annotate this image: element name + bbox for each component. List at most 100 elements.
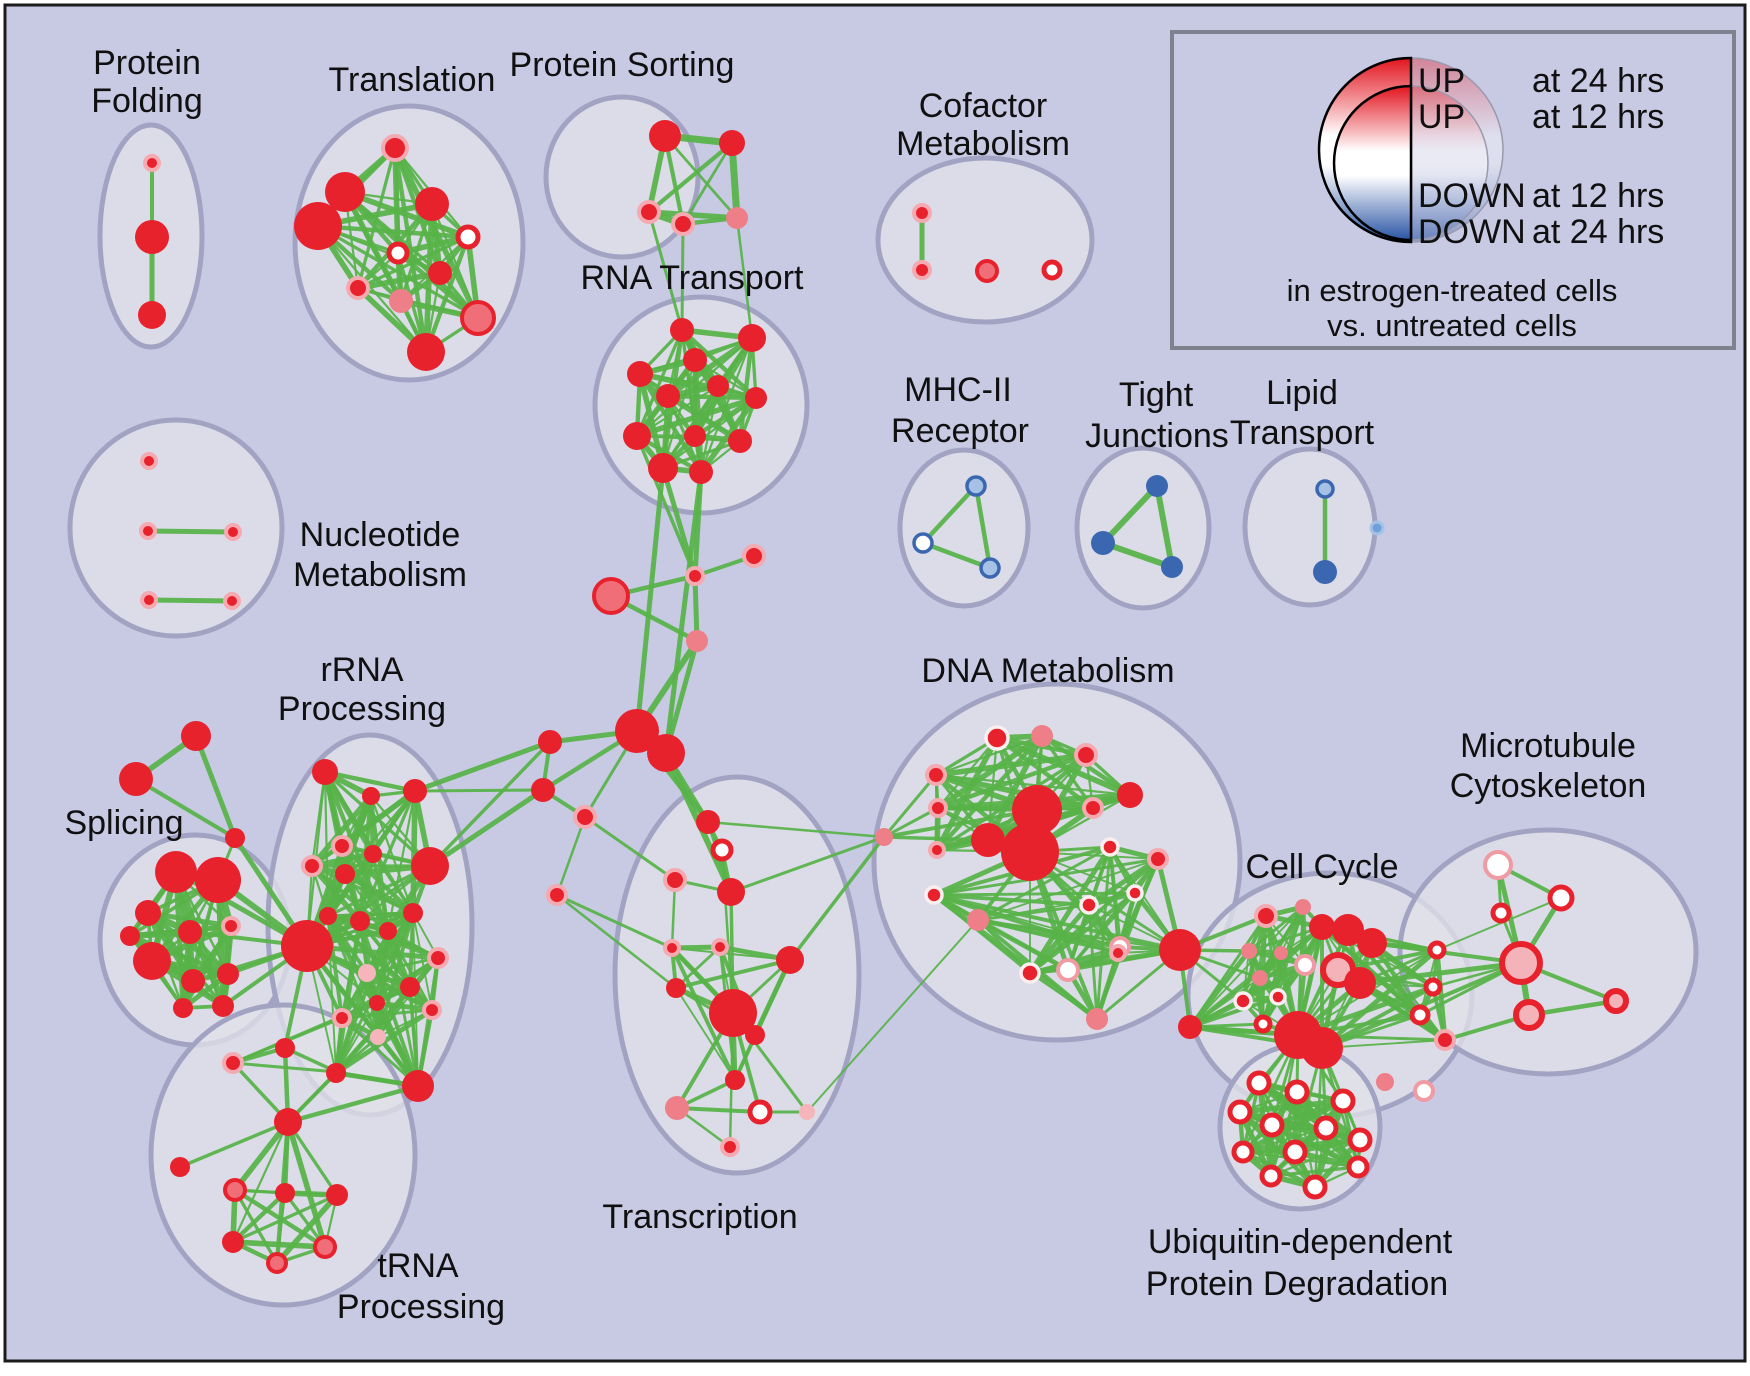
network-edge [327, 911, 414, 918]
cluster-label: rRNA [320, 651, 403, 689]
gene-node [1490, 902, 1512, 924]
gene-node [1041, 259, 1063, 281]
gene-node [738, 324, 766, 352]
network-edge [129, 933, 229, 977]
network-edge [788, 835, 886, 962]
network-edge [883, 808, 1038, 839]
network-edge [933, 857, 1159, 897]
gene-node [592, 577, 630, 615]
network-edge [357, 270, 441, 291]
gene-node [1302, 1174, 1328, 1200]
network-edge [1029, 850, 1181, 952]
network-edge [1313, 1047, 1324, 1188]
network-edge [341, 1008, 433, 1020]
network-edge [647, 211, 684, 331]
network-edge [408, 986, 420, 1087]
gene-node [1001, 823, 1059, 881]
network-edge [662, 397, 757, 469]
gene-node [637, 200, 661, 224]
gene-node [223, 592, 241, 610]
cluster-label: Protein [93, 44, 201, 82]
gene-node [1117, 782, 1143, 808]
gene-node [312, 759, 338, 785]
network-edge [286, 1121, 339, 1196]
network-edge [882, 774, 938, 838]
network-edge [1242, 925, 1323, 1003]
gene-node [925, 764, 947, 786]
gene-node [709, 989, 757, 1037]
gene-node [928, 798, 948, 818]
network-edge [148, 597, 233, 604]
gene-node [222, 1231, 244, 1253]
network-edge [232, 1120, 291, 1192]
gene-node [135, 900, 161, 926]
gene-node [422, 1000, 442, 1020]
cluster-label: Tight [1119, 376, 1194, 414]
gene-node [212, 995, 234, 1017]
gene-node [364, 845, 382, 863]
gene-node [301, 855, 323, 877]
cluster-label: Transport [1230, 414, 1375, 452]
cluster-label: Cytoskeleton [1450, 767, 1647, 805]
gene-node [967, 909, 989, 931]
gene-node [222, 1052, 244, 1074]
gene-node [656, 384, 680, 408]
gene-node [928, 841, 946, 859]
gene-node [1357, 928, 1387, 958]
gene-node [683, 348, 707, 372]
gene-node [133, 942, 171, 980]
network-edge [935, 772, 1094, 811]
gene-node [742, 544, 766, 568]
gene-node [1347, 1127, 1373, 1153]
network-edge [1188, 949, 1251, 1029]
gene-node [1086, 1008, 1108, 1030]
network-edge [883, 806, 939, 839]
gene-node [1330, 1088, 1356, 1114]
network-edge [1028, 891, 1137, 975]
network-edge [287, 1083, 419, 1125]
network-edge [935, 734, 1043, 777]
gene-node [1513, 999, 1545, 1031]
network-edge [179, 1120, 289, 1169]
network-edge [1154, 485, 1175, 568]
gene-node [403, 903, 423, 923]
gene-node [623, 422, 651, 450]
gene-node [1241, 943, 1257, 959]
network-edge [936, 733, 1044, 811]
gene-node [1147, 848, 1169, 870]
network-edge [147, 528, 234, 535]
gene-node [725, 1070, 745, 1090]
network-edge [1260, 925, 1325, 1026]
gene-node [1295, 899, 1311, 915]
gene-node [266, 1252, 288, 1274]
network-edge [343, 190, 480, 320]
gene-node [369, 995, 385, 1011]
gene-node [1031, 725, 1053, 747]
network-edge [676, 1106, 761, 1114]
gene-node [663, 939, 681, 957]
network-edge [1029, 972, 1098, 1020]
gene-node [1079, 895, 1099, 915]
gene-node [971, 823, 1005, 857]
gene-node [711, 938, 729, 956]
cluster-label: DNA Metabolism [921, 652, 1174, 690]
gene-node [358, 964, 376, 982]
gene-node [1100, 837, 1120, 857]
network-edge [414, 739, 551, 794]
network-edge [285, 1121, 328, 1248]
network-edge [232, 1121, 289, 1243]
gene-node [381, 134, 409, 162]
gene-node [225, 828, 245, 848]
cluster-label: Metabolism [896, 125, 1070, 163]
network-edge [324, 769, 416, 794]
gene-node [1344, 967, 1376, 999]
network-edge [193, 735, 238, 839]
gene-node [140, 452, 158, 470]
gene-node [1309, 914, 1335, 940]
gene-node [649, 120, 681, 152]
gene-node [362, 787, 380, 805]
gene-node [326, 1184, 348, 1206]
gene-node [965, 475, 987, 497]
legend-down-12-time: at 12 hrs [1532, 177, 1664, 215]
